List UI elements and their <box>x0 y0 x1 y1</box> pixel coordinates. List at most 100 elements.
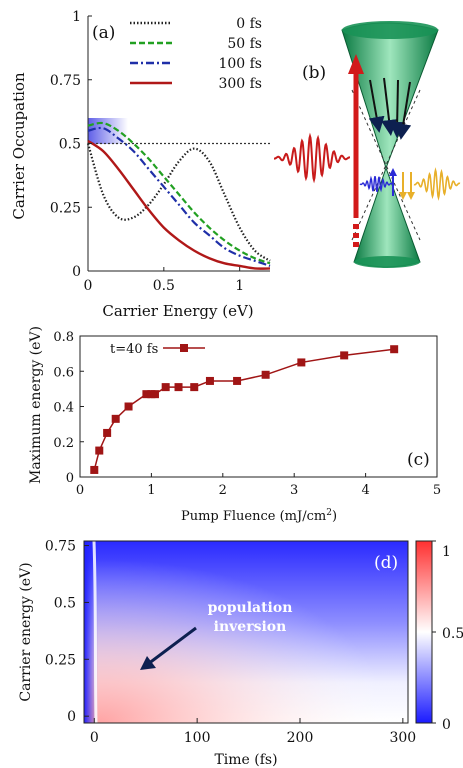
panel-b-schematic: (b) <box>274 21 461 268</box>
panel-c-x-tick-label: 0 <box>76 483 84 498</box>
panel-d-x-tick-label: 0 <box>90 730 99 746</box>
panel-d-x-tick-label: 200 <box>287 730 314 746</box>
panel-a-series <box>86 121 271 270</box>
data-point <box>340 351 349 360</box>
series-line-50-fs <box>87 121 271 265</box>
data-point <box>174 383 183 392</box>
inversion-arrow-head <box>140 656 156 670</box>
lower-cone-rim <box>354 256 420 268</box>
panel-c-series <box>90 345 399 474</box>
panel-d-x-tick-label: 300 <box>389 730 416 746</box>
data-point <box>205 376 214 385</box>
panel-d-label: (d) <box>374 553 398 573</box>
series-line-t=40 fs <box>93 348 395 471</box>
panel-a-x-axis-label: Carrier Energy (eV) <box>102 302 253 320</box>
panel-c-x-tick-label: 4 <box>361 483 369 498</box>
data-point <box>190 383 199 392</box>
relaxation-arrows <box>368 77 412 140</box>
pump-arrow-head <box>348 54 364 74</box>
heatmap-pump-streak <box>92 540 98 724</box>
panel-a-y-ticks: 0 0.25 0.5 0.75 1 <box>50 9 92 280</box>
panel-c-y-tick-label: 0.8 <box>53 330 74 345</box>
panel-a-x-tick-label: 0 <box>84 278 93 294</box>
panel-c-legend: t=40 fs <box>110 342 205 357</box>
data-point <box>124 402 133 411</box>
panel-a-x-tick-label: 1 <box>235 278 244 294</box>
panel-c-y-tick-label: 0.4 <box>53 401 74 416</box>
legend-label: 300 fs <box>218 76 262 92</box>
series-line-300-fs <box>87 139 271 270</box>
panel-d-x-tick-label: 100 <box>184 730 211 746</box>
panel-c-x-axis-label: Pump Fluence (mJ/cm2) <box>181 508 337 524</box>
data-point <box>111 414 120 423</box>
data-point <box>95 446 104 455</box>
colorbar <box>415 540 433 724</box>
panel-d-y-tick-label: 0 <box>67 709 76 725</box>
panel-d-x-axis-label: Time (fs) <box>214 752 277 768</box>
emission-pulse-wave <box>413 167 461 201</box>
panel-a-y-axis-label: Carrier Occupation <box>10 72 28 220</box>
panel-d-y-tick-label: 0.5 <box>54 595 76 611</box>
panel-d-y-tick-label: 0.75 <box>45 539 76 555</box>
yellow-arrow-head-2 <box>407 192 415 200</box>
legend-label: 100 fs <box>218 56 262 72</box>
colorbar-tick-label: 0.5 <box>442 626 463 642</box>
legend-label: t=40 fs <box>110 342 158 357</box>
panel-d-ticks: 0 100 200 300 0 0.25 0.5 0.75 <box>45 539 416 746</box>
panel-c-x-tick-label: 2 <box>219 483 227 498</box>
panel-c-label: (c) <box>407 450 430 470</box>
annotation-line-2: inversion <box>214 619 287 635</box>
colorbar-tick-label: 0 <box>442 717 451 733</box>
panel-a-y-tick-label: 1 <box>72 9 81 25</box>
series-line-100-fs <box>87 126 271 267</box>
upper-cone-rim <box>342 21 438 39</box>
probe-pulse-wave <box>359 175 393 193</box>
data-point <box>390 345 399 354</box>
panel-a-x-ticks: 0 0.5 1 <box>84 267 244 294</box>
heatmap-inversion-region <box>84 541 408 723</box>
series-line-0-fs <box>86 143 271 262</box>
panel-b-label: (b) <box>302 63 326 83</box>
panel-d-y-tick-label: 0.25 <box>45 652 76 668</box>
inversion-arrow <box>147 626 197 666</box>
panel-c-x-tick-label: 5 <box>433 483 441 498</box>
panel-a-legend: 0 fs 50 fs 100 fs 300 fs <box>130 16 262 92</box>
panel-a-y-tick-label: 0 <box>72 264 81 280</box>
panel-a-x-tick-label: 0.5 <box>153 278 175 294</box>
legend-label: 50 fs <box>227 36 262 52</box>
legend-label: 0 fs <box>236 16 262 32</box>
panel-c-y-axis-label: Maximum energy (eV) <box>28 326 44 484</box>
data-point <box>150 390 159 399</box>
pump-pulse-wave <box>274 132 350 184</box>
panel-c-x-axis-label-tail: ) <box>332 509 337 524</box>
panel-c-y-tick-label: 0.2 <box>53 436 74 451</box>
panel-c-x-tick-label: 3 <box>290 483 298 498</box>
panel-d-y-axis-label: Carrier energy (eV) <box>18 562 34 701</box>
panel-a-label: (a) <box>92 23 115 43</box>
panel-c-x-axis-label-main: Pump Fluence (mJ/cm <box>181 509 326 524</box>
panel-c-y-tick-label: 0 <box>66 471 74 486</box>
panel-a-y-tick-label: 0.75 <box>50 73 81 89</box>
data-point <box>297 358 306 367</box>
panel-c-max-energy-chart: 0 1 2 3 4 5 0 0.2 0.4 0.6 0.8 t=40 fs (c) Pump Flu… <box>28 326 441 524</box>
legend-swatch-marker <box>180 344 188 352</box>
panel-c-y-tick-label: 0.6 <box>53 365 74 380</box>
panel-d-heatmap: population inversion (d) 0 100 200 300 0 0.25… <box>18 539 463 768</box>
pump-arrow-tail <box>353 224 359 247</box>
panel-c-x-axis-label-sup: 2 <box>326 508 332 518</box>
data-point <box>161 383 170 392</box>
data-point <box>142 390 151 399</box>
panel-d-frame <box>83 540 409 724</box>
yellow-arrow-head <box>399 192 407 200</box>
panel-c-x-tick-label: 1 <box>147 483 155 498</box>
panel-c-frame <box>79 335 438 478</box>
panel-a-y-tick-label: 0.25 <box>50 200 81 216</box>
data-point <box>261 370 270 379</box>
data-point <box>90 465 99 474</box>
colorbar-tick-label: 1 <box>442 544 451 560</box>
annotation-line-1: population <box>208 600 293 616</box>
colorbar-ticks: 00.51 <box>432 540 463 733</box>
data-point <box>103 428 112 437</box>
